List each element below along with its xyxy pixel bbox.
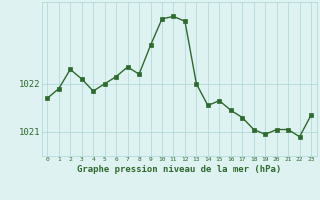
X-axis label: Graphe pression niveau de la mer (hPa): Graphe pression niveau de la mer (hPa) <box>77 165 281 174</box>
